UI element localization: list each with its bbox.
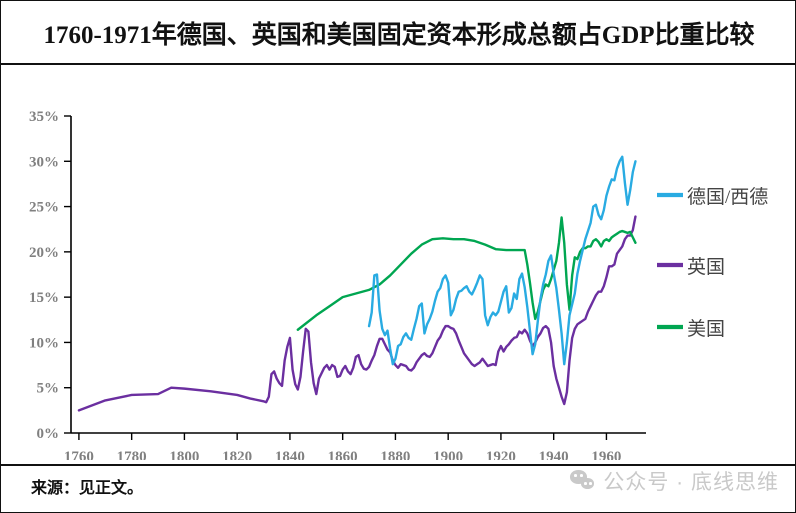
x-tick-label: 1960: [591, 449, 621, 460]
watermark-text: 公众号 · 底线思维: [603, 471, 779, 494]
y-tick-label: 15%: [29, 290, 59, 306]
y-tick-label: 35%: [29, 109, 59, 125]
y-tick-label: 10%: [29, 335, 59, 351]
x-tick-label: 1860: [328, 449, 358, 460]
x-tick-label: 1900: [433, 449, 463, 460]
x-tick-label: 1840: [275, 449, 305, 460]
x-tick-label: 1820: [222, 449, 252, 460]
legend-label: 英国: [687, 256, 725, 278]
source-note: 来源：见正文。: [31, 480, 144, 497]
watermark: 公众号 · 底线思维: [570, 466, 779, 496]
x-tick-label: 1780: [117, 449, 147, 460]
y-tick-label: 5%: [37, 381, 60, 397]
series-line-germany: [367, 155, 637, 366]
page-title: 1760-1971年德国、英国和美国固定资本形成总额占GDP比重比较: [43, 22, 755, 49]
y-tick-label: 0%: [37, 426, 60, 442]
line-chart-svg: 0% 5% 10% 15% 20% 25% 30% 35% 1760 1780 1800 1820 18…: [29, 109, 768, 460]
legend-label: 美国: [687, 318, 725, 340]
footer-divider: [1, 464, 796, 466]
x-tick-label: 1760: [64, 449, 94, 460]
series-line-uk: [77, 215, 637, 412]
legend-label: 德国/西德: [687, 186, 768, 208]
x-tick-label: 1920: [486, 449, 516, 460]
x-tick-label: 1800: [169, 449, 199, 460]
y-tick-label: 25%: [29, 200, 59, 216]
y-tick-label: 20%: [29, 245, 59, 261]
y-tick-label: 30%: [29, 154, 59, 170]
x-tick-label: 1880: [380, 449, 410, 460]
title-divider: [1, 63, 796, 65]
wechat-icon: [570, 470, 596, 492]
chart-plot-area: 0% 5% 10% 15% 20% 25% 30% 35% 1760 1780 1800 1820 18…: [1, 65, 796, 460]
series-line-usa: [296, 216, 637, 331]
x-tick-label: 1940: [539, 449, 569, 460]
